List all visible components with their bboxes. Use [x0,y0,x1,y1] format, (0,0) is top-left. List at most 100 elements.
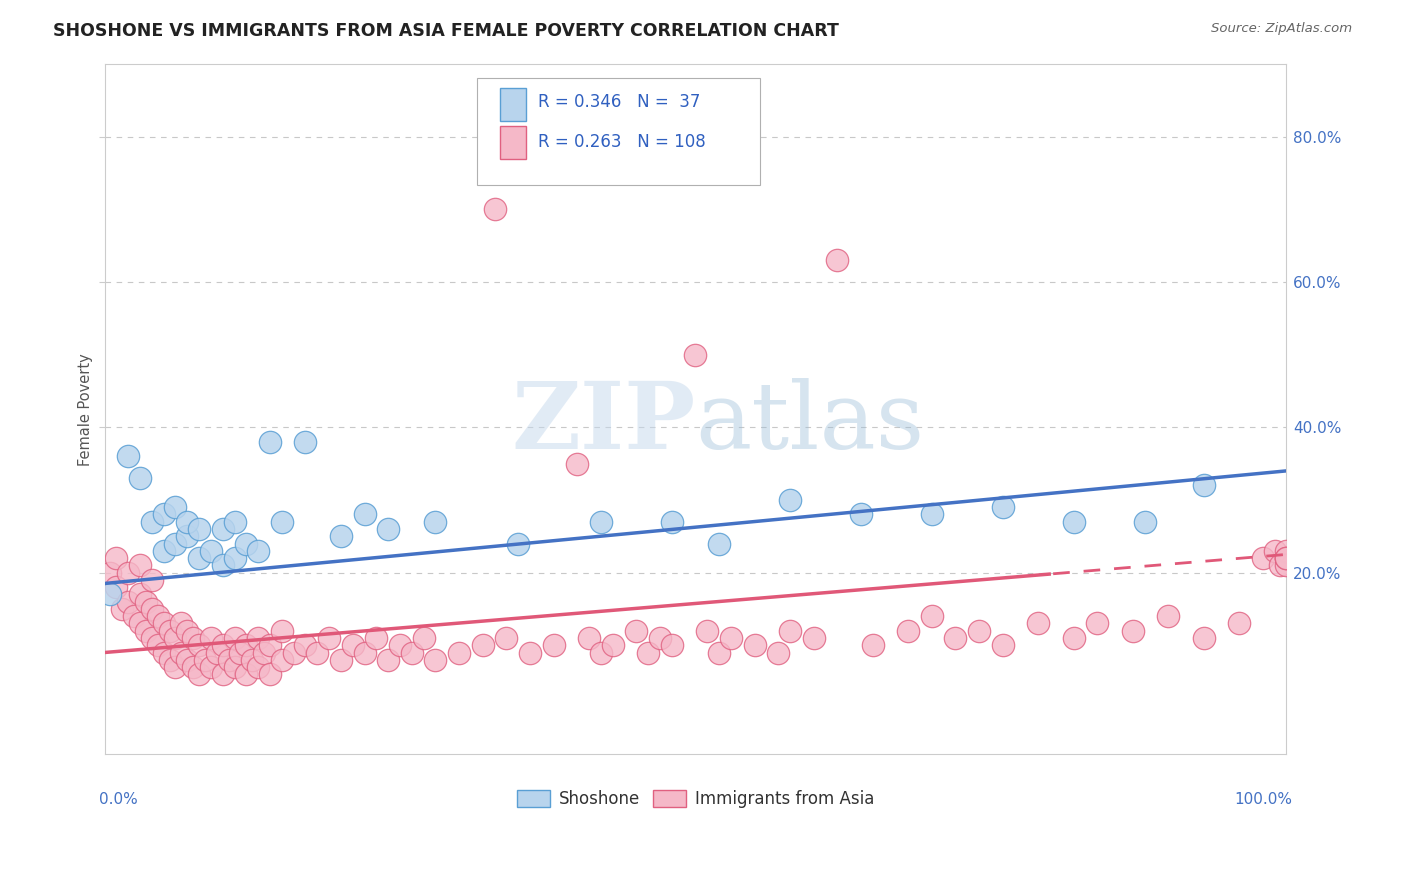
Point [165,631,187,645]
Point [105,551,128,566]
Point [921,508,943,522]
Point [129,471,152,485]
Point [589,646,612,660]
Text: 0.0%: 0.0% [98,792,138,807]
Point [696,624,718,638]
Point [744,638,766,652]
Point [259,434,281,449]
Point [543,638,565,652]
Point [377,653,399,667]
Point [141,515,163,529]
Point [991,638,1014,652]
Point [329,529,352,543]
Point [247,660,270,674]
Point [235,536,257,550]
Point [259,638,281,652]
Point [135,624,157,638]
Point [307,646,329,660]
Point [205,646,228,660]
Point [602,638,624,652]
Point [122,609,145,624]
Point [508,536,530,550]
Point [117,566,139,580]
Text: 100.0%: 100.0% [1234,792,1292,807]
Point [720,631,742,645]
Point [200,660,222,674]
Point [1122,624,1144,638]
Point [578,631,600,645]
Point [967,624,990,638]
Point [235,638,257,652]
Point [270,515,292,529]
Point [779,624,801,638]
Text: SHOSHONE VS IMMIGRANTS FROM ASIA FEMALE POVERTY CORRELATION CHART: SHOSHONE VS IMMIGRANTS FROM ASIA FEMALE … [53,22,839,40]
Point [211,638,233,652]
Point [105,580,128,594]
Point [1227,616,1250,631]
Point [218,653,240,667]
Point [146,638,169,652]
Point [253,646,276,660]
Point [181,660,204,674]
Point [897,624,920,638]
Point [152,543,174,558]
Point [495,631,517,645]
Point [159,653,181,667]
Point [240,653,263,667]
Point [176,624,198,638]
Point [188,522,211,536]
Point [318,631,340,645]
Point [637,646,659,660]
Point [165,536,187,550]
Point [188,551,211,566]
Point [412,631,434,645]
Point [329,653,352,667]
Legend: Shoshone, Immigrants from Asia: Shoshone, Immigrants from Asia [510,783,880,815]
Y-axis label: Female Poverty: Female Poverty [79,352,93,466]
Text: R = 0.346   N =  37: R = 0.346 N = 37 [538,93,700,111]
Point [247,543,270,558]
Point [1133,515,1156,529]
Point [117,594,139,608]
Point [862,638,884,652]
Point [211,667,233,681]
Point [129,616,152,631]
Point [152,616,174,631]
Point [294,638,316,652]
Point [1275,551,1298,566]
Point [294,434,316,449]
Point [141,631,163,645]
Point [401,646,423,660]
Point [200,543,222,558]
Point [366,631,388,645]
Point [188,667,211,681]
Point [766,646,789,660]
Point [165,660,187,674]
Point [200,631,222,645]
Point [152,646,174,660]
Point [159,624,181,638]
Point [1192,631,1215,645]
Point [626,624,648,638]
Point [141,573,163,587]
Point [1085,616,1108,631]
Point [146,609,169,624]
Point [224,515,246,529]
Point [176,515,198,529]
Point [135,594,157,608]
FancyBboxPatch shape [501,87,526,120]
Point [176,653,198,667]
Point [707,646,730,660]
Point [235,667,257,681]
Point [283,646,305,660]
Point [1275,551,1298,566]
Point [945,631,967,645]
Point [129,587,152,601]
Point [176,529,198,543]
Point [100,587,122,601]
Point [921,609,943,624]
Point [229,646,252,660]
Point [803,631,825,645]
Text: Source: ZipAtlas.com: Source: ZipAtlas.com [1212,22,1353,36]
Point [1063,631,1085,645]
